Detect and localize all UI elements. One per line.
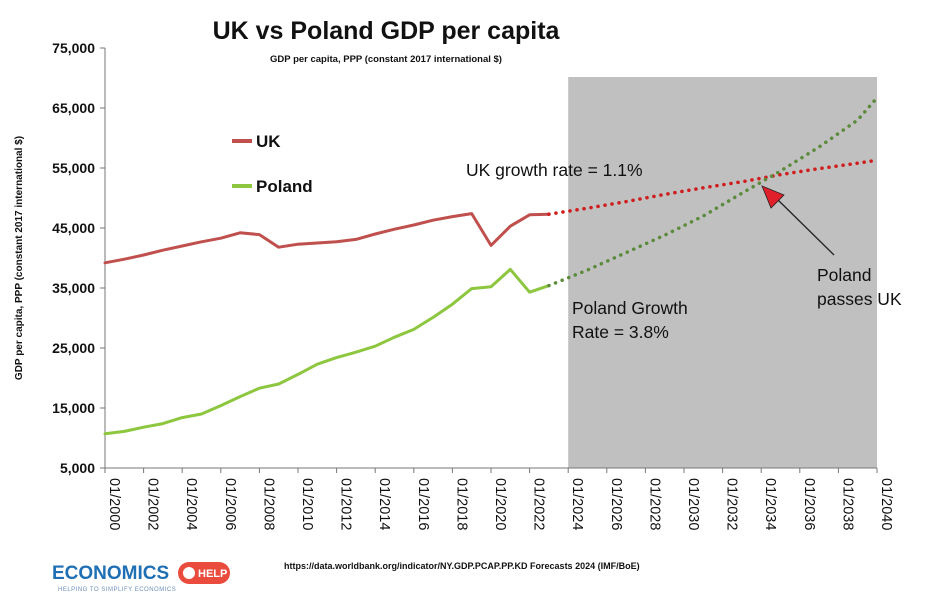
x-tick-label: 01/2020 xyxy=(492,478,508,530)
x-tick-label: 01/2000 xyxy=(106,478,122,530)
x-tick-label: 01/2004 xyxy=(183,478,199,530)
x-tick-label: 01/2030 xyxy=(685,478,701,530)
x-tick-label: 01/2028 xyxy=(646,478,662,530)
y-tick-label: 55,000 xyxy=(52,160,95,176)
x-tick-label: 01/2014 xyxy=(376,478,392,530)
y-tick-label: 65,000 xyxy=(52,100,95,116)
legend-label-poland: Poland xyxy=(256,177,313,196)
x-tick-label: 01/2018 xyxy=(453,478,469,530)
y-axis-label: GDP per capita, PPP (constant 2017 inter… xyxy=(14,136,25,380)
logo-badge-dot xyxy=(183,567,195,579)
passes-annotation-line2: passes UK xyxy=(817,289,902,309)
x-tick-label: 01/2032 xyxy=(724,478,740,530)
y-tick-label: 15,000 xyxy=(52,400,95,416)
y-tick-label: 5,000 xyxy=(60,460,95,476)
y-tick-label: 25,000 xyxy=(52,340,95,356)
x-tick-label: 01/2012 xyxy=(338,478,354,530)
x-tick-label: 01/2002 xyxy=(145,478,161,530)
y-tick-label: 75,000 xyxy=(52,40,95,56)
logo-wordmark: ECONOMICS xyxy=(52,563,169,584)
source-note: https://data.worldbank.org/indicator/NY.… xyxy=(284,561,640,571)
series-line-poland xyxy=(103,267,551,436)
crossover-arrow xyxy=(761,185,835,256)
x-ticks: 01/2000 01/2002 01/2004 01/2006 01/2008 01/20… xyxy=(104,468,894,530)
y-ticks: 5,000 15,000 25,000 35,000 45,000 55,000 65,00… xyxy=(52,40,105,476)
poland-growth-annotation-line2: Rate = 3.8% xyxy=(572,322,669,342)
x-tick-label: 01/2006 xyxy=(222,478,238,530)
y-tick-label: 45,000 xyxy=(52,220,95,236)
poland-growth-annotation-line1: Poland Growth xyxy=(572,298,688,318)
legend-label-uk: UK xyxy=(256,132,281,151)
logo-badge-text: HELP xyxy=(198,568,227,580)
series-line-uk xyxy=(103,212,551,265)
x-tick-label: 01/2036 xyxy=(801,478,817,530)
series-line-uk-forecast xyxy=(547,158,879,216)
x-tick-label: 01/2034 xyxy=(762,478,778,530)
passes-annotation-line1: Poland xyxy=(817,265,872,285)
series-layer xyxy=(103,96,879,436)
chart-subtitle: GDP per capita, PPP (constant 2017 inter… xyxy=(270,54,502,65)
x-tick-label: 01/2024 xyxy=(569,478,585,530)
x-tick-label: 01/2040 xyxy=(878,478,894,530)
x-tick-label: 01/2016 xyxy=(415,478,431,530)
x-tick-label: 01/2022 xyxy=(531,478,547,530)
economics-help-logo: ECONOMICS HELP HELPING TO SIMPLIFY ECONO… xyxy=(52,562,230,593)
chart-title: UK vs Poland GDP per capita xyxy=(213,17,561,45)
legend: UK Poland xyxy=(232,132,313,196)
x-tick-label: 01/2038 xyxy=(839,478,855,530)
logo-tagline: HELPING TO SIMPLIFY ECONOMICS xyxy=(58,587,176,593)
series-line-poland-forecast xyxy=(547,96,879,288)
x-tick-label: 01/2026 xyxy=(608,478,624,530)
y-tick-label: 35,000 xyxy=(52,280,95,296)
x-tick-label: 01/2008 xyxy=(260,478,276,530)
uk-growth-annotation: UK growth rate = 1.1% xyxy=(466,160,643,180)
x-tick-label: 01/2010 xyxy=(299,478,315,530)
